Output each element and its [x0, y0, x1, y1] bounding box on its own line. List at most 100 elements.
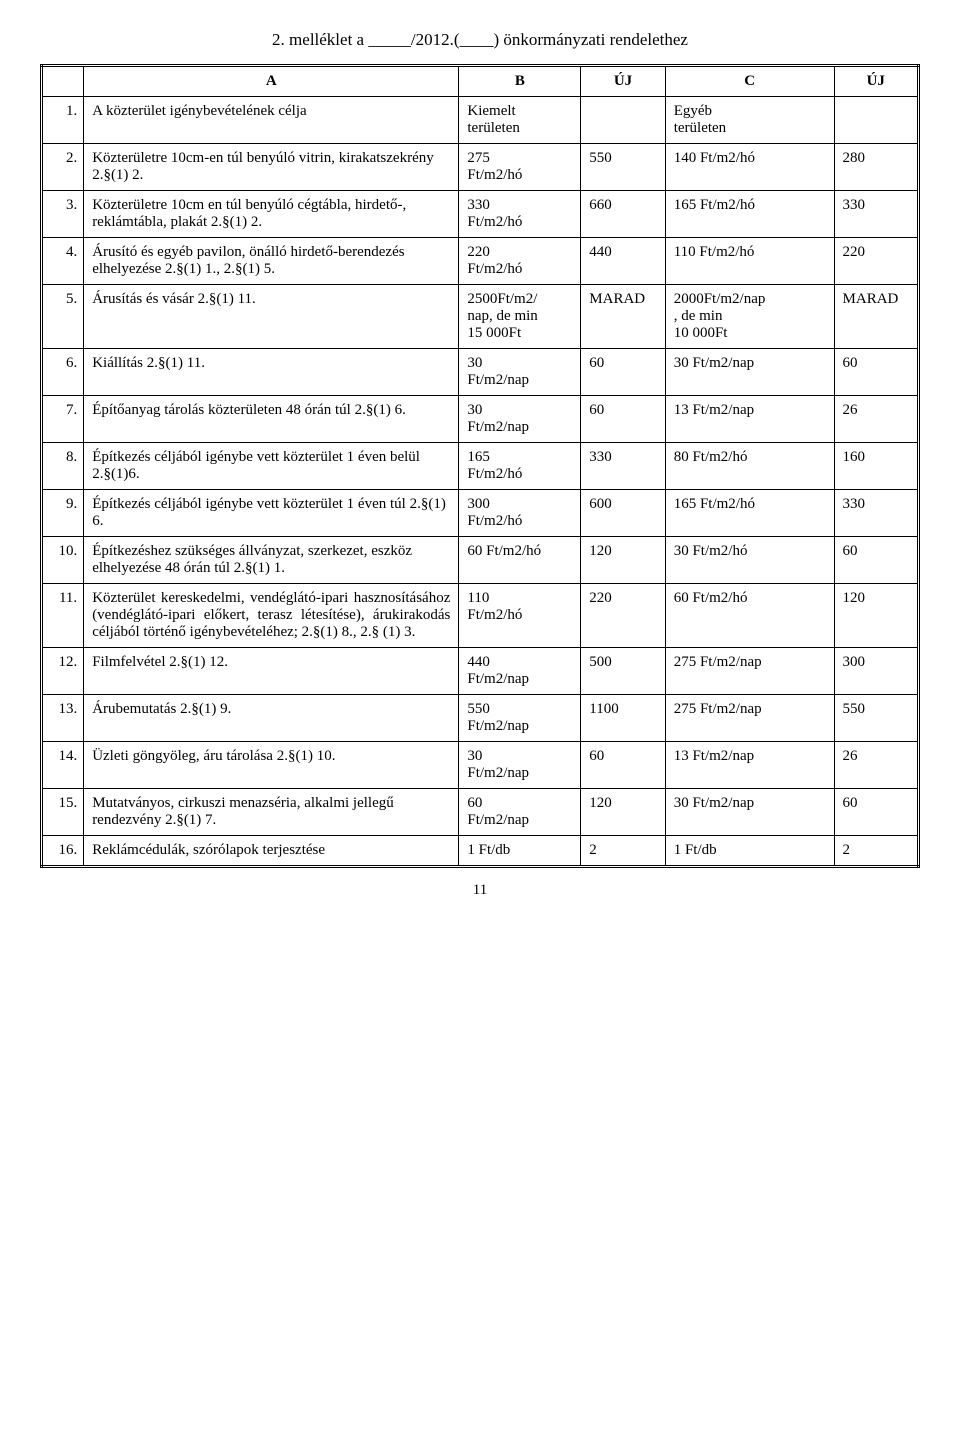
row-description: Építőanyag tárolás közterületen 48 órán … — [84, 396, 459, 443]
row-col-uj2: 60 — [834, 349, 918, 396]
row-col-c: 275 Ft/m2/nap — [665, 695, 834, 742]
row-col-uj2: 60 — [834, 789, 918, 836]
header-uj1: ÚJ — [581, 66, 665, 97]
row-col-uj1: 60 — [581, 396, 665, 443]
table-row: 4.Árusító és egyéb pavilon, önálló hirde… — [42, 238, 919, 285]
row-col-c: 80 Ft/m2/hó — [665, 443, 834, 490]
document-title: 2. melléklet a _____/2012.(____) önkormá… — [40, 30, 920, 50]
row-col-b: 30 Ft/m2/nap — [459, 396, 581, 443]
row-col-c: 140 Ft/m2/hó — [665, 144, 834, 191]
row-col-b: Kiemelt területen — [459, 97, 581, 144]
row-col-uj2: 60 — [834, 537, 918, 584]
row-description: Építkezés céljából igénybe vett közterül… — [84, 443, 459, 490]
row-description: Építkezés céljából igénybe vett közterül… — [84, 490, 459, 537]
row-description: Mutatványos, cirkuszi menazséria, alkalm… — [84, 789, 459, 836]
row-number: 16. — [42, 836, 84, 867]
row-number: 11. — [42, 584, 84, 648]
table-row: 12.Filmfelvétel 2.§(1) 12.440 Ft/m2/nap5… — [42, 648, 919, 695]
page-number: 11 — [40, 882, 920, 899]
row-col-uj2: 2 — [834, 836, 918, 867]
row-col-uj2: 26 — [834, 396, 918, 443]
row-col-c: 165 Ft/m2/hó — [665, 490, 834, 537]
row-col-c: 2000Ft/m2/nap , de min 10 000Ft — [665, 285, 834, 349]
row-col-uj2: 26 — [834, 742, 918, 789]
row-description: Árubemutatás 2.§(1) 9. — [84, 695, 459, 742]
row-col-b: 60 Ft/m2/nap — [459, 789, 581, 836]
row-description: Filmfelvétel 2.§(1) 12. — [84, 648, 459, 695]
row-number: 15. — [42, 789, 84, 836]
row-col-b: 60 Ft/m2/hó — [459, 537, 581, 584]
table-row: 5.Árusítás és vásár 2.§(1) 11.2500Ft/m2/… — [42, 285, 919, 349]
header-row: A B ÚJ C ÚJ — [42, 66, 919, 97]
row-col-uj1: 120 — [581, 789, 665, 836]
row-col-b: 30 Ft/m2/nap — [459, 742, 581, 789]
row-number: 12. — [42, 648, 84, 695]
row-number: 5. — [42, 285, 84, 349]
row-description: Közterületre 10cm en túl benyúló cégtábl… — [84, 191, 459, 238]
row-col-b: 275 Ft/m2/hó — [459, 144, 581, 191]
row-col-b: 300 Ft/m2/hó — [459, 490, 581, 537]
table-row: 9.Építkezés céljából igénybe vett közter… — [42, 490, 919, 537]
row-number: 8. — [42, 443, 84, 490]
row-col-uj1: MARAD — [581, 285, 665, 349]
row-description: Reklámcédulák, szórólapok terjesztése — [84, 836, 459, 867]
row-description: Árusító és egyéb pavilon, önálló hirdető… — [84, 238, 459, 285]
row-col-uj1 — [581, 97, 665, 144]
row-col-b: 220 Ft/m2/hó — [459, 238, 581, 285]
row-number: 9. — [42, 490, 84, 537]
row-description: Építkezéshez szükséges állványzat, szerk… — [84, 537, 459, 584]
row-number: 4. — [42, 238, 84, 285]
row-col-uj1: 120 — [581, 537, 665, 584]
header-a: A — [84, 66, 459, 97]
header-blank — [42, 66, 84, 97]
table-row: 15.Mutatványos, cirkuszi menazséria, alk… — [42, 789, 919, 836]
row-col-c: 275 Ft/m2/nap — [665, 648, 834, 695]
row-col-c: 13 Ft/m2/nap — [665, 396, 834, 443]
row-col-c: 60 Ft/m2/hó — [665, 584, 834, 648]
row-description: Közterület kereskedelmi, vendéglátó-ipar… — [84, 584, 459, 648]
row-description: Közterületre 10cm-en túl benyúló vitrin,… — [84, 144, 459, 191]
row-col-c: 30 Ft/m2/nap — [665, 349, 834, 396]
row-col-c: 110 Ft/m2/hó — [665, 238, 834, 285]
row-col-uj1: 60 — [581, 349, 665, 396]
row-col-uj1: 220 — [581, 584, 665, 648]
row-col-c: Egyéb területen — [665, 97, 834, 144]
header-c: C — [665, 66, 834, 97]
row-col-uj2: 330 — [834, 490, 918, 537]
row-col-b: 440 Ft/m2/nap — [459, 648, 581, 695]
table-row: 6.Kiállítás 2.§(1) 11.30 Ft/m2/nap6030 F… — [42, 349, 919, 396]
row-col-b: 330 Ft/m2/hó — [459, 191, 581, 238]
row-col-uj2: 220 — [834, 238, 918, 285]
row-number: 13. — [42, 695, 84, 742]
row-col-b: 2500Ft/m2/ nap, de min 15 000Ft — [459, 285, 581, 349]
row-col-uj2: 330 — [834, 191, 918, 238]
row-description: Üzleti göngyöleg, áru tárolása 2.§(1) 10… — [84, 742, 459, 789]
row-col-uj2: 160 — [834, 443, 918, 490]
row-description: Árusítás és vásár 2.§(1) 11. — [84, 285, 459, 349]
row-number: 7. — [42, 396, 84, 443]
table-row: 2.Közterületre 10cm-en túl benyúló vitri… — [42, 144, 919, 191]
row-col-b: 1 Ft/db — [459, 836, 581, 867]
table-row: 3.Közterületre 10cm en túl benyúló cégtá… — [42, 191, 919, 238]
table-row: 7.Építőanyag tárolás közterületen 48 órá… — [42, 396, 919, 443]
row-col-uj1: 660 — [581, 191, 665, 238]
header-uj2: ÚJ — [834, 66, 918, 97]
row-col-b: 165 Ft/m2/hó — [459, 443, 581, 490]
row-number: 2. — [42, 144, 84, 191]
row-number: 3. — [42, 191, 84, 238]
row-col-c: 165 Ft/m2/hó — [665, 191, 834, 238]
row-col-b: 30 Ft/m2/nap — [459, 349, 581, 396]
table-row: 16.Reklámcédulák, szórólapok terjesztése… — [42, 836, 919, 867]
row-col-uj1: 1100 — [581, 695, 665, 742]
row-col-uj1: 440 — [581, 238, 665, 285]
row-col-uj2: 120 — [834, 584, 918, 648]
table-row: 8.Építkezés céljából igénybe vett közter… — [42, 443, 919, 490]
row-col-uj2 — [834, 97, 918, 144]
table-row: 14.Üzleti göngyöleg, áru tárolása 2.§(1)… — [42, 742, 919, 789]
row-col-c: 1 Ft/db — [665, 836, 834, 867]
row-col-b: 550 Ft/m2/nap — [459, 695, 581, 742]
row-number: 6. — [42, 349, 84, 396]
row-col-c: 30 Ft/m2/nap — [665, 789, 834, 836]
row-col-uj1: 60 — [581, 742, 665, 789]
row-col-uj2: MARAD — [834, 285, 918, 349]
